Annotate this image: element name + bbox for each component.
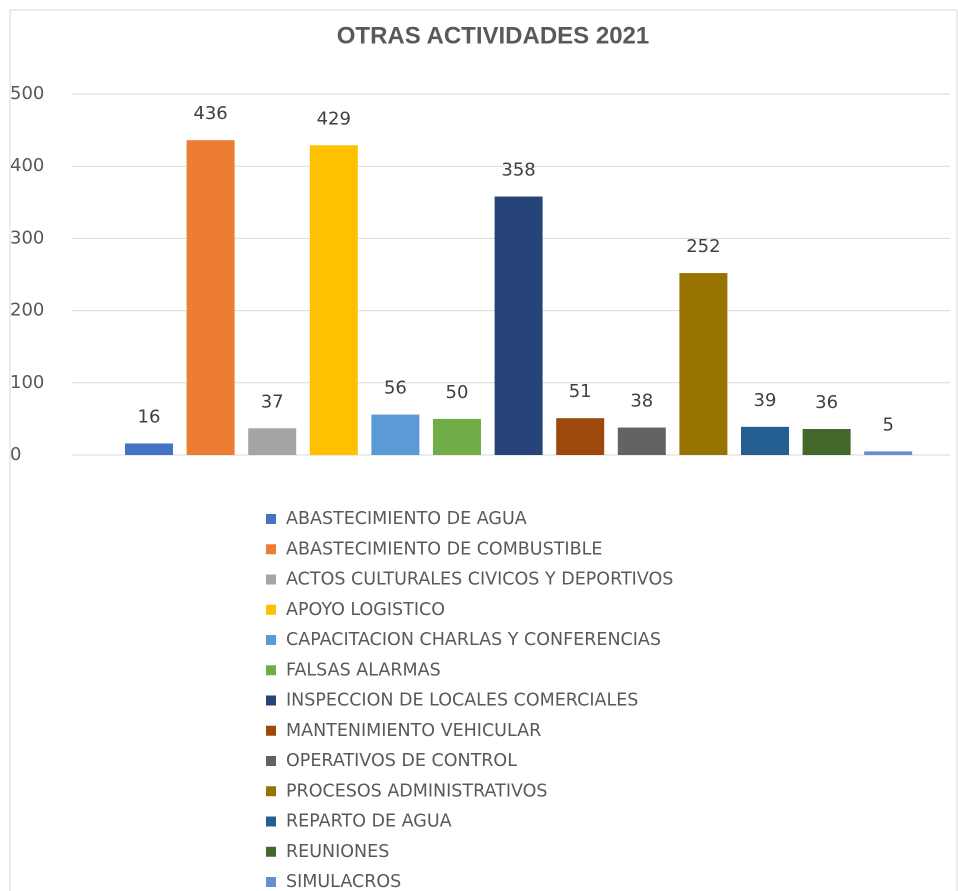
value-label: 50	[446, 382, 469, 403]
legend-swatch	[266, 877, 276, 887]
legend-swatch	[266, 756, 276, 766]
legend-swatch	[266, 665, 276, 676]
value-label: 37	[261, 391, 284, 412]
value-label: 436	[193, 103, 227, 124]
bar	[617, 427, 666, 455]
bar	[371, 414, 420, 455]
legend-label: ABASTECIMIENTO DE AGUA	[286, 509, 527, 529]
value-label: 252	[686, 236, 720, 257]
legend-swatch	[266, 786, 276, 797]
value-label: 39	[754, 390, 777, 411]
legend-label: MANTENIMIENTO VEHICULAR	[286, 721, 541, 741]
legend-swatch	[266, 816, 276, 827]
bar	[679, 273, 728, 455]
value-label: 38	[630, 391, 653, 412]
bar	[741, 426, 789, 455]
legend-label: ACTOS CULTURALES CIVICOS Y DEPORTIVOS	[286, 570, 673, 590]
bar	[309, 145, 358, 455]
value-label: 51	[569, 381, 592, 402]
value-label: 16	[138, 406, 161, 427]
legend-label: APOYO LOGISTICO	[286, 600, 445, 620]
y-tick-label: 200	[10, 300, 44, 321]
legend-label: ABASTECIMIENTO DE COMBUSTIBLE	[286, 539, 602, 559]
legend-swatch	[266, 725, 276, 736]
legend-label: PROCESOS ADMINISTRATIVOS	[286, 781, 548, 801]
y-tick-label: 400	[10, 155, 44, 176]
legend-label: REPARTO DE AGUA	[286, 812, 452, 832]
bar	[556, 418, 605, 455]
y-tick-label: 100	[10, 372, 44, 393]
y-tick-label: 0	[10, 444, 21, 465]
value-label: 429	[317, 108, 351, 129]
bar	[248, 428, 297, 455]
bar	[433, 418, 481, 455]
legend-label: OPERATIVOS DE CONTROL	[286, 751, 517, 771]
chart-title: OTRAS ACTIVIDADES 2021	[337, 22, 650, 49]
legend-label: INSPECCION DE LOCALES COMERCIALES	[286, 691, 638, 711]
legend-swatch	[266, 514, 276, 524]
legend-swatch	[266, 544, 276, 555]
legend-label: FALSAS ALARMAS	[286, 660, 441, 680]
legend-swatch	[266, 604, 276, 615]
bar	[864, 451, 913, 455]
value-label: 36	[815, 392, 838, 413]
bar	[494, 196, 543, 456]
bar	[186, 140, 235, 455]
value-label: 56	[384, 378, 407, 399]
value-label: 358	[501, 160, 535, 181]
value-label: 5	[882, 414, 893, 435]
legend-label: REUNIONES	[286, 842, 389, 862]
legend-swatch	[266, 846, 276, 857]
bar	[802, 429, 851, 455]
y-tick-label: 300	[10, 227, 44, 248]
legend-swatch	[266, 574, 276, 585]
bar	[125, 443, 173, 455]
legend-label: SIMULACROS	[286, 872, 401, 891]
y-tick-label: 500	[10, 83, 44, 104]
legend-swatch	[266, 695, 276, 706]
legend-swatch	[266, 635, 276, 645]
legend-label: CAPACITACION CHARLAS Y CONFERENCIAS	[286, 630, 661, 650]
